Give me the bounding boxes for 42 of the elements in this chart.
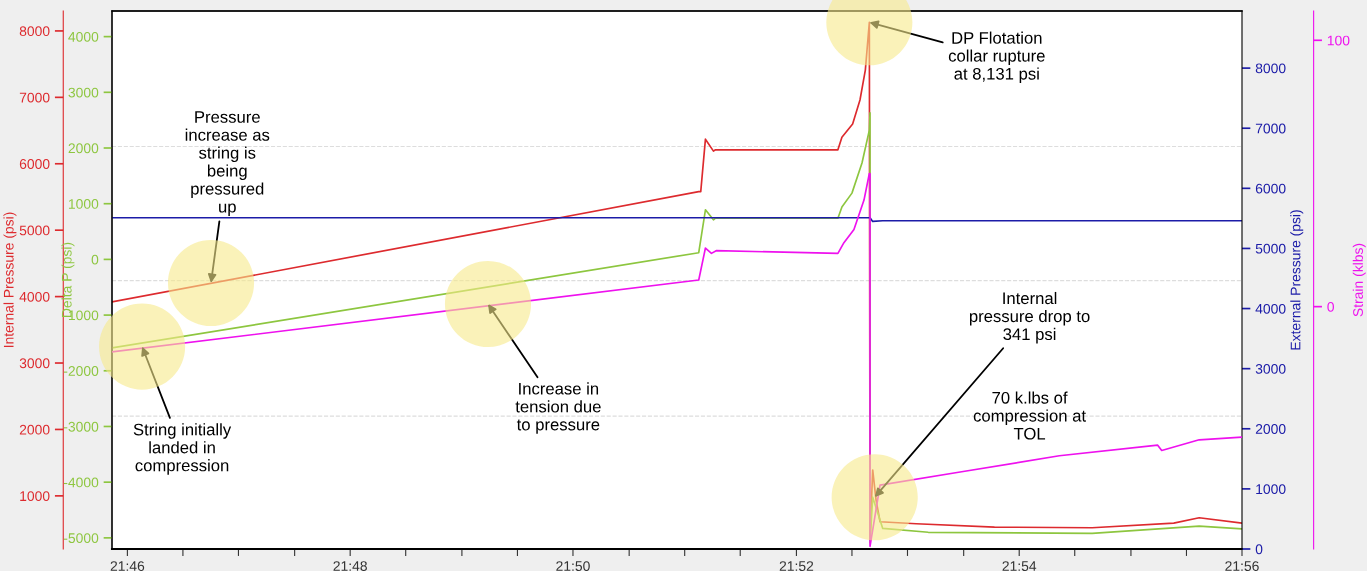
y-tick-label: 4000 <box>19 291 50 302</box>
x-tick-label: 21:54 <box>1002 561 1037 571</box>
y2-tick-label: 0 <box>91 254 99 265</box>
y3-tick-label: 0 <box>1255 544 1263 555</box>
y3-tick-label: 7000 <box>1255 123 1286 134</box>
y2-tick-label: -2000 <box>63 366 99 376</box>
y-tick-label: 8000 <box>19 26 50 37</box>
y2-tick-label: 2000 <box>68 143 99 154</box>
y3-tick-label: 5000 <box>1255 243 1286 254</box>
y-tick-label: 6000 <box>19 159 50 169</box>
y2-tick-label: 1000 <box>68 199 99 209</box>
y-tick-label: 1000 <box>20 491 50 502</box>
annotation: Pressure increase as string is being pressured up <box>185 111 270 216</box>
annotation: 70 k.lbs of compression at TOL <box>973 391 1086 440</box>
annotation: Increase in tension due to pressure <box>515 382 601 434</box>
y3-tick-label: 6000 <box>1255 183 1286 194</box>
x-tick-label: 21:50 <box>556 561 590 571</box>
y3-tick-label: 8000 <box>1255 63 1286 74</box>
y3-tick-label: 2000 <box>1255 424 1286 434</box>
x-tick-label: 21:56 <box>1225 561 1259 571</box>
y2-tick-label: 3000 <box>68 87 99 98</box>
y3-axis-title: External Pressure (psi) <box>1290 210 1304 350</box>
y-tick-label: 2000 <box>19 424 50 435</box>
y-axis-title: Strain (klbs) <box>1352 243 1366 317</box>
y-tick-label: 100 <box>1327 35 1350 46</box>
y2-tick-label: -4000 <box>63 477 99 488</box>
y-axis-title: Internal Pressure (psi) <box>3 212 17 348</box>
x-tick-label: 21:52 <box>779 561 814 571</box>
y-tick-label: 3000 <box>19 358 50 369</box>
y3-tick-label: 1000 <box>1256 484 1286 495</box>
x-tick-label: 21:48 <box>333 561 367 571</box>
y2-tick-label: -5000 <box>63 533 99 544</box>
y2-tick-label: 4000 <box>68 31 99 42</box>
y3-tick-label: 4000 <box>1255 303 1286 314</box>
annotation: DP Flotation collar rupture at 8,131 psi <box>948 31 1045 83</box>
annotation: String initially landed in compression <box>133 423 232 475</box>
annotation: Internal pressure drop to 341 psi <box>969 291 1090 344</box>
y3-tick-label: 3000 <box>1255 364 1286 374</box>
y2-tick-label: -3000 <box>63 421 99 432</box>
y-tick-label: 5000 <box>19 225 50 236</box>
x-tick-label: 21:46 <box>110 561 145 571</box>
y-tick-label: 7000 <box>19 92 50 103</box>
